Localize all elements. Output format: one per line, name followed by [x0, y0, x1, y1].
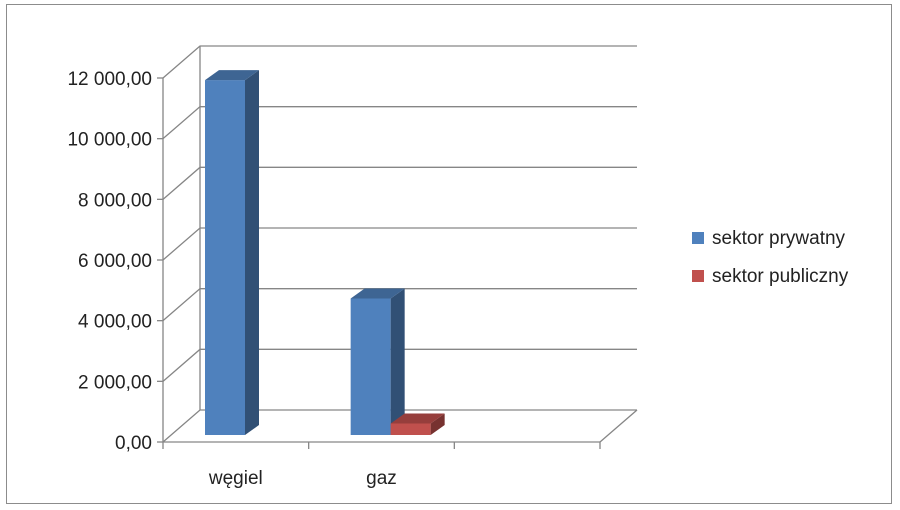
bar	[205, 70, 259, 435]
gridline	[162, 227, 637, 261]
bar	[350, 288, 405, 435]
legend-label: sektor prywatny	[712, 228, 846, 249]
y-tick-label: 6 000,00	[78, 251, 152, 272]
bar-top	[205, 70, 259, 81]
legend: sektor prywatny sektor publiczny	[692, 228, 849, 287]
gridlines	[162, 45, 637, 443]
x-axis-labels: węgiel gaz	[162, 442, 601, 489]
bar-side	[430, 413, 445, 435]
chart-frame	[6, 4, 892, 504]
bar-top	[350, 288, 405, 299]
y-tick-label: 8 000,00	[78, 190, 152, 211]
legend-label: sektor publiczny	[712, 266, 849, 287]
floor-right-edge	[599, 409, 638, 443]
gridline	[162, 45, 637, 79]
gridline	[162, 288, 637, 322]
x-category-label: węgiel	[208, 468, 263, 489]
y-tick-label: 0,00	[115, 433, 152, 454]
gridline	[162, 166, 637, 200]
gridline	[162, 409, 637, 443]
legend-swatch	[692, 270, 704, 282]
bar-side	[390, 288, 405, 435]
legend-swatch	[692, 232, 704, 244]
bar-front	[390, 423, 431, 435]
y-axis-ticks: 0,00 2 000,00 4 000,00 6 000,00 8 000,00 10 0…	[67, 69, 163, 454]
y-tick-label: 12 000,00	[67, 69, 152, 90]
bar-side	[245, 70, 259, 435]
bar-front	[205, 80, 245, 435]
bar-top	[390, 413, 445, 424]
gridline	[162, 106, 637, 140]
bar	[390, 413, 445, 435]
y-tick-label: 10 000,00	[67, 130, 152, 151]
gridline	[162, 348, 637, 382]
x-category-label: gaz	[366, 468, 397, 489]
y-tick-label: 2 000,00	[78, 372, 152, 393]
y-tick-label: 4 000,00	[78, 312, 152, 333]
bars	[205, 70, 445, 435]
bar-front	[350, 298, 391, 435]
